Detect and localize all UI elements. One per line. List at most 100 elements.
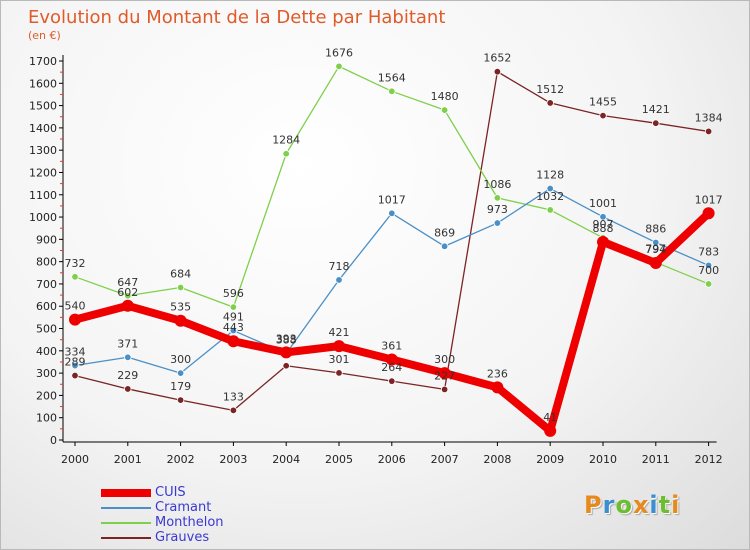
x-tick-label: 2008 [483, 453, 511, 466]
data-label-monthelon: 684 [170, 268, 191, 281]
y-tick-label: 900 [36, 233, 57, 246]
data-point-cramant [546, 184, 554, 193]
data-label-cramant: 1128 [536, 169, 564, 182]
data-label-cramant: 300 [170, 353, 191, 366]
data-label-monthelon: 797 [645, 242, 666, 255]
data-label-monthelon: 1284 [272, 134, 300, 147]
logo-letter: x [632, 491, 650, 519]
data-point-cuis [438, 367, 451, 380]
data-point-grauves [493, 68, 502, 76]
data-point-monthelon [440, 106, 449, 114]
y-tick-label: 1500 [29, 100, 57, 113]
y-tick-label: 800 [36, 256, 57, 269]
data-point-grauves [652, 119, 660, 127]
data-point-cuis [491, 381, 504, 394]
x-tick-label: 2004 [272, 453, 300, 466]
x-tick-label: 2000 [61, 453, 89, 466]
data-point-grauves [546, 99, 554, 107]
data-point-cuis [280, 346, 293, 359]
data-point-cramant [704, 261, 713, 270]
data-label-monthelon: 596 [223, 287, 244, 300]
legend-label: Monthelon [155, 515, 224, 530]
data-label-cuis: 602 [117, 286, 138, 299]
legend-swatch [101, 537, 151, 539]
legend-swatch [101, 522, 151, 524]
data-label-cuis: 236 [487, 367, 508, 380]
data-point-grauves [229, 406, 238, 415]
data-label-cuis: 393 [276, 332, 297, 345]
logo-letter: r [602, 491, 616, 519]
data-point-cuis [69, 313, 81, 326]
logo-letter: P [584, 491, 603, 519]
data-label-grauves: 1384 [695, 111, 723, 124]
data-label-cramant: 1017 [378, 193, 406, 206]
x-tick-label: 2009 [536, 453, 564, 466]
data-point-monthelon [71, 273, 79, 281]
data-point-grauves [71, 371, 79, 380]
data-point-monthelon [493, 194, 502, 202]
data-label-grauves: 227 [434, 369, 455, 382]
x-tick-label: 2010 [589, 453, 617, 466]
data-label-cuis: 535 [170, 301, 191, 314]
data-point-monthelon [388, 87, 396, 96]
data-label-cuis: 888 [593, 222, 614, 235]
data-label-grauves: 229 [117, 369, 138, 382]
data-point-cuis [702, 207, 715, 220]
data-label-grauves: 289 [65, 356, 86, 369]
chart-unit: (en €) [28, 29, 61, 42]
data-label-grauves: 179 [170, 380, 191, 393]
data-label-monthelon: 1086 [483, 178, 511, 191]
data-point-cuis [385, 353, 398, 366]
data-point-monthelon [229, 303, 238, 311]
y-tick-label: 700 [36, 278, 57, 291]
data-point-cramant [124, 353, 132, 361]
data-point-grauves [176, 396, 185, 404]
data-label-monthelon: 1480 [431, 90, 459, 103]
data-label-cuis: 540 [65, 300, 86, 313]
y-tick-label: 600 [36, 300, 57, 313]
data-point-cramant [440, 242, 449, 250]
x-tick-label: 2011 [642, 453, 670, 466]
data-point-monthelon [546, 206, 554, 214]
data-label-grauves: 1421 [642, 103, 670, 116]
data-point-cramant [176, 369, 185, 377]
legend-label: CUIS [155, 485, 186, 500]
y-tick-label: 1300 [29, 144, 57, 157]
data-label-cramant: 388 [276, 333, 297, 346]
data-label-cramant: 371 [117, 337, 138, 350]
legend-swatch [101, 507, 151, 509]
x-tick-label: 2005 [325, 453, 353, 466]
data-point-cramant [335, 276, 343, 284]
x-tick-label: 2007 [431, 453, 459, 466]
data-label-cuis: 300 [434, 353, 455, 366]
data-point-cramant [229, 326, 238, 335]
data-label-monthelon: 1032 [536, 190, 564, 203]
y-tick-label: 300 [36, 367, 57, 380]
x-tick-label: 2003 [219, 453, 247, 466]
data-point-cuis [121, 299, 134, 312]
y-tick-label: 500 [36, 323, 57, 336]
chart-title: Evolution du Montant de la Dette par Hab… [28, 7, 446, 28]
data-label-cuis: 443 [223, 321, 244, 334]
x-tick-label: 2002 [167, 453, 195, 466]
data-label-cuis: 794 [645, 243, 666, 256]
data-label-grauves: 133 [223, 390, 244, 403]
data-point-monthelon [704, 280, 713, 288]
data-label-monthelon: 907 [593, 218, 614, 231]
data-label-grauves: 1512 [536, 83, 564, 96]
data-label-cuis: 1017 [695, 193, 723, 206]
data-point-cramant [71, 361, 79, 370]
data-point-monthelon [176, 283, 185, 292]
data-label-cuis: 421 [329, 326, 350, 339]
y-tick-label: 100 [36, 412, 57, 425]
data-point-grauves [124, 385, 132, 393]
data-label-cramant: 869 [434, 226, 455, 239]
proxiti-logo: Proxiti [584, 491, 680, 519]
data-label-grauves: 301 [329, 353, 350, 366]
data-label-cramant: 718 [329, 260, 350, 273]
data-label-grauves: 264 [381, 361, 402, 374]
data-point-grauves [599, 111, 607, 120]
legend-swatch [101, 489, 151, 497]
